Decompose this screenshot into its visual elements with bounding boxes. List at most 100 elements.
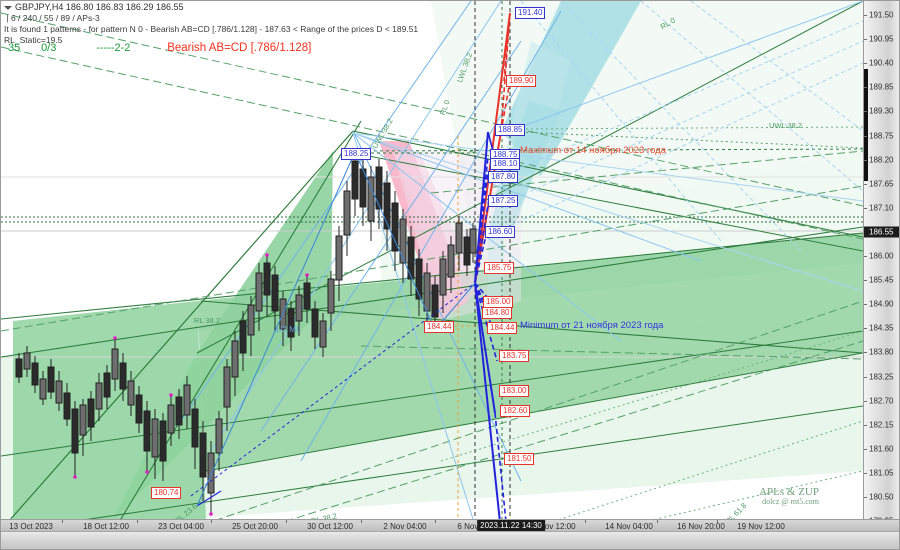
pattern-stats-row: 35 0/3 -----2-2 Bearish AB=CD [.786/1.12… [8,42,311,54]
watermark-line2: dolcz @ mt5.com [762,497,819,506]
price-axis-tick [864,256,867,257]
stat-pattern-name: Bearish AB=CD [.786/1.128] [167,42,312,54]
price-axis-label: 188.75 [869,131,894,140]
price-tag-18444-left[interactable]: 184.44 [424,321,455,333]
price-tag-18375[interactable]: 183.75 [499,350,530,362]
time-axis-tick [657,520,658,523]
price-axis[interactable]: 191.50 190.95 190.40 189.85 189.30 188.75 188.… [863,1,900,532]
annotation-rl-382: RL 38.2 [194,316,220,325]
price-tag-18990[interactable]: 189.90 [506,75,537,87]
price-axis-tick [864,159,867,161]
pattern-info-row: It is found 1 patterns - for pattern N 0… [4,24,418,35]
watermark: APLs & ZUP dolcz @ mt5.com [759,486,819,506]
price-axis-label: 181.60 [869,444,894,454]
price-axis-label: 181.05 [869,468,894,478]
price-axis-tick [864,87,867,89]
time-axis-tick [435,520,436,523]
price-axis-label: 190.40 [869,58,894,68]
price-axis-label: 186.00 [869,251,894,261]
stat-dashes: -----2-2 [96,42,131,54]
chevron-down-icon[interactable] [4,5,12,10]
price-axis-tick [864,376,867,378]
time-axis-label: 18 Oct 12:00 [83,522,129,531]
price-axis-label: 187.65 [869,179,894,189]
price-axis-tick [864,63,867,65]
watermark-line1: APLs & ZUP [759,486,819,498]
price-tag-18444-right[interactable]: 184.44 [487,322,518,334]
annotation-half-ml: 1/2 ML [275,324,301,334]
indicator-params-text: 6 / 240 / 55 / 89 / APs-3 [10,13,100,24]
price-tag-18074[interactable]: 180.74 [151,487,182,499]
time-axis-tick [137,520,138,523]
chart-graphics [1,1,863,532]
price-axis-label: 188.20 [869,155,894,165]
current-price-label: 186.55 [864,226,900,238]
price-axis-tick [864,328,867,330]
rl-static-text: RL_Static=19.5 [4,34,63,45]
price-axis-tick [864,304,867,306]
price-axis-tick [864,448,867,450]
price-axis-label: 189.85 [869,82,894,92]
price-tag-18150[interactable]: 181.50 [504,453,535,465]
time-axis-label: 9 Nov 12:00 [532,522,576,531]
price-tag-18885[interactable]: 188.85 [495,124,526,136]
price-axis-tick [864,400,867,402]
price-axis-tick [864,15,867,16]
price-tag-18300[interactable]: 183.00 [499,385,530,397]
price-axis-label: 184.90 [869,299,894,309]
price-axis-tick [864,472,867,474]
price-axis-tick [864,352,867,354]
annotation-minimum: Minimum от 21 ноября 2023 года [520,320,664,331]
price-tag-18780[interactable]: 187.80 [488,171,519,183]
price-tag-18825[interactable]: 188.25 [341,148,372,160]
current-time-label: 2023.11.22 14:30 [477,520,545,532]
price-axis-label: 190.95 [869,34,894,44]
price-axis-tick [864,424,867,426]
price-axis-label: 180.50 [869,492,894,502]
symbol-header-row[interactable]: GBPJPY,H4 186.80 186.83 186.29 186.55 [4,2,418,13]
price-tag-18575[interactable]: 185.75 [484,262,515,274]
time-axis-tick [62,520,63,523]
rl-static-row: RL_Static=19.5 [4,35,418,46]
price-axis-tick [864,207,867,209]
time-axis[interactable]: 13 Oct 2023 18 Oct 12:00 23 Oct 04:00 25 Oc… [1,519,899,532]
price-axis-label: 187.10 [869,203,894,213]
price-axis-label: 189.30 [869,106,894,116]
time-axis-label: 30 Oct 12:00 [307,522,353,531]
time-axis-tick [211,520,212,523]
price-tag-18260[interactable]: 182.60 [500,405,531,417]
chart-info-panel: GBPJPY,H4 186.80 186.83 186.29 186.55 | … [4,2,418,45]
price-tag-18660[interactable]: 186.60 [485,226,516,238]
price-axis-tick [864,280,867,282]
time-axis-label: 14 Nov 04:00 [605,522,653,531]
price-tag-19140[interactable]: 191.40 [515,7,546,19]
time-axis-label: 13 Oct 2023 [9,522,53,531]
price-axis-tick [864,135,867,137]
annotation-maximum: Maximum от 14 ноября 2023 года [520,145,667,156]
time-axis-label: 23 Oct 04:00 [158,522,204,531]
price-axis-label: 182.70 [869,396,894,406]
price-tag-18480[interactable]: 184.80 [482,307,513,319]
time-axis-label: 2 Nov 04:00 [383,522,427,531]
symbol-header-text: GBPJPY,H4 186.80 186.83 186.29 186.55 [15,2,184,12]
price-tag-18725[interactable]: 187.25 [488,195,519,207]
time-axis-tick [717,520,718,523]
price-axis-tick [864,39,867,41]
price-axis-label: 183.25 [869,372,894,381]
price-axis-range-marker [864,69,868,181]
pattern-info-text: It is found 1 patterns - for pattern N 0… [4,23,419,34]
price-axis-label: 182.15 [869,420,894,430]
price-tag-18810[interactable]: 188.10 [490,158,521,170]
time-axis-label: 19 Nov 12:00 [737,522,785,531]
chart-canvas[interactable]: 191.40 189.90 188.85 188.75 188.10 187.8… [1,1,863,532]
price-axis-tick [864,497,867,498]
status-strip [1,531,899,549]
price-axis-tick [864,111,867,113]
annotation-uwl-382: UWL 38.2 [769,121,803,130]
price-axis-label: 185.45 [869,275,894,285]
price-axis-label: 191.50 [869,10,894,20]
stat-ratio: 0/3 [41,42,57,54]
time-axis-label: 25 Oct 20:00 [232,522,278,531]
price-axis-label: 184.35 [869,323,894,333]
